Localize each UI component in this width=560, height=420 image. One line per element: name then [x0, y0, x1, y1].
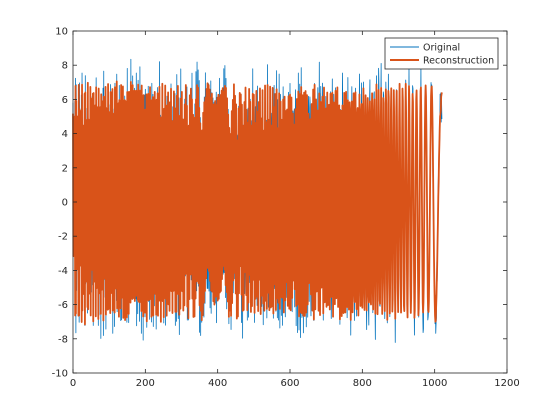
x-tick-label: 200 [136, 378, 155, 389]
legend-label-reconstruction: Reconstruction [423, 56, 494, 67]
y-tick-label: 0 [62, 198, 68, 209]
y-tick-label: -2 [58, 232, 68, 243]
y-tick-label: 8 [62, 61, 68, 72]
legend-box [384, 37, 499, 70]
x-tick-label: 0 [70, 378, 76, 389]
legend-label-original: Original [423, 43, 460, 54]
x-tick-label: 1200 [494, 378, 519, 389]
y-tick-label: 10 [55, 27, 68, 38]
y-tick-label: 6 [62, 95, 68, 106]
x-tick-label: 1000 [422, 378, 447, 389]
y-tick-label: -10 [52, 369, 68, 380]
y-tick-label: -6 [58, 300, 68, 311]
legend[interactable]: Original Reconstruction [384, 37, 499, 70]
y-tick-label: 2 [62, 163, 68, 174]
series-layer [72, 58, 443, 343]
x-tick-label: 600 [280, 378, 299, 389]
series-reconstruction-line [72, 80, 443, 326]
y-tick-label: -8 [58, 334, 68, 345]
x-tick-label: 800 [353, 378, 372, 389]
ticks-layer: 0 200 400 600 800 1000 1200 -10 -8 -6 -4 -2 0 2 4 6 8 10 [52, 27, 520, 390]
y-tick-label: -4 [58, 266, 68, 277]
x-tick-label: 400 [208, 378, 227, 389]
y-tick-label: 4 [62, 129, 68, 140]
